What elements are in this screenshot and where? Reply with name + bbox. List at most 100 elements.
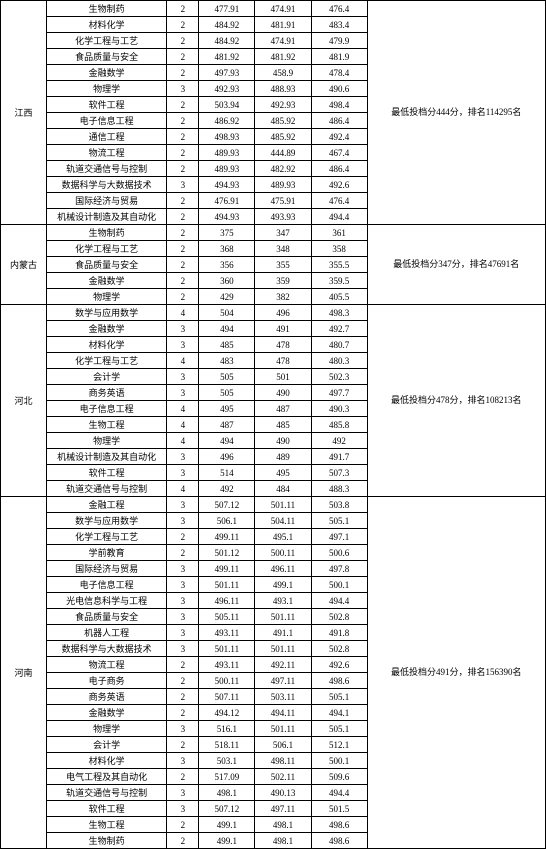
score-cell-1: 498.93 (199, 129, 255, 145)
major-cell: 软件工程 (47, 465, 167, 481)
score-cell-3: 483.4 (311, 17, 367, 33)
score-cell-2: 493.93 (255, 209, 311, 225)
major-cell: 化学工程与工艺 (47, 33, 167, 49)
count-cell: 2 (167, 241, 199, 257)
score-cell-3: 488.3 (311, 481, 367, 497)
score-cell-1: 375 (199, 225, 255, 241)
count-cell: 4 (167, 433, 199, 449)
score-cell-2: 492.93 (255, 97, 311, 113)
score-cell-1: 496 (199, 449, 255, 465)
score-cell-3: 481.9 (311, 49, 367, 65)
score-cell-2: 496.11 (255, 561, 311, 577)
score-cell-2: 498.11 (255, 753, 311, 769)
score-cell-2: 503.11 (255, 689, 311, 705)
major-cell: 电子商务 (47, 673, 167, 689)
score-cell-3: 502.3 (311, 369, 367, 385)
score-cell-2: 492.11 (255, 657, 311, 673)
score-cell-1: 501.11 (199, 577, 255, 593)
count-cell: 3 (167, 449, 199, 465)
score-cell-2: 491.1 (255, 625, 311, 641)
score-cell-3: 497.7 (311, 385, 367, 401)
count-cell: 3 (167, 721, 199, 737)
major-cell: 电子信息工程 (47, 401, 167, 417)
score-cell-1: 507.11 (199, 689, 255, 705)
score-cell-2: 490.13 (255, 785, 311, 801)
major-cell: 物理学 (47, 433, 167, 449)
score-cell-2: 485.92 (255, 129, 311, 145)
major-cell: 物理学 (47, 289, 167, 305)
score-cell-2: 500.11 (255, 545, 311, 561)
score-cell-3: 490.6 (311, 81, 367, 97)
count-cell: 3 (167, 577, 199, 593)
major-cell: 金融工程 (47, 497, 167, 513)
score-cell-1: 505.11 (199, 609, 255, 625)
score-cell-3: 509.6 (311, 769, 367, 785)
score-cell-1: 476.91 (199, 193, 255, 209)
count-cell: 3 (167, 177, 199, 193)
score-cell-1: 429 (199, 289, 255, 305)
score-cell-3: 498.6 (311, 673, 367, 689)
major-cell: 金融数学 (47, 705, 167, 721)
major-cell: 机械设计制造及其自动化 (47, 209, 167, 225)
score-cell-3: 498.4 (311, 97, 367, 113)
score-cell-2: 495.1 (255, 529, 311, 545)
major-cell: 国际经济与贸易 (47, 561, 167, 577)
score-cell-3: 491.8 (311, 625, 367, 641)
note-cell: 最低投档分347分，排名47691名 (367, 225, 545, 305)
score-cell-3: 505.1 (311, 689, 367, 705)
score-cell-3: 498.6 (311, 833, 367, 849)
score-cell-2: 496 (255, 305, 311, 321)
major-cell: 金融数学 (47, 273, 167, 289)
count-cell: 2 (167, 97, 199, 113)
score-cell-3: 486.4 (311, 161, 367, 177)
province-cell: 河南 (1, 497, 47, 849)
score-cell-2: 499.1 (255, 577, 311, 593)
admission-table: 江西生物制药2477.91474.91476.4最低投档分444分，排名1142… (0, 0, 546, 849)
major-cell: 学前教育 (47, 545, 167, 561)
count-cell: 4 (167, 353, 199, 369)
score-cell-2: 478 (255, 337, 311, 353)
score-cell-3: 476.4 (311, 1, 367, 17)
count-cell: 3 (167, 593, 199, 609)
score-cell-2: 482.92 (255, 161, 311, 177)
major-cell: 机械设计制造及其自动化 (47, 449, 167, 465)
score-cell-1: 494.12 (199, 705, 255, 721)
score-cell-3: 502.8 (311, 641, 367, 657)
score-cell-2: 382 (255, 289, 311, 305)
score-cell-3: 503.8 (311, 497, 367, 513)
score-cell-2: 490 (255, 385, 311, 401)
score-cell-3: 512.1 (311, 737, 367, 753)
major-cell: 会计学 (47, 737, 167, 753)
score-cell-2: 497.11 (255, 673, 311, 689)
count-cell: 2 (167, 529, 199, 545)
score-cell-1: 495 (199, 401, 255, 417)
score-cell-1: 486.92 (199, 113, 255, 129)
count-cell: 3 (167, 337, 199, 353)
score-cell-1: 494 (199, 321, 255, 337)
score-cell-3: 405.5 (311, 289, 367, 305)
note-cell: 最低投档分491分，排名156390名 (367, 497, 545, 849)
score-cell-1: 496.11 (199, 593, 255, 609)
major-cell: 轨道交通信号与控制 (47, 785, 167, 801)
score-cell-1: 500.11 (199, 673, 255, 689)
score-cell-3: 490.3 (311, 401, 367, 417)
score-cell-3: 502.8 (311, 609, 367, 625)
score-cell-1: 501.11 (199, 641, 255, 657)
major-cell: 化学工程与工艺 (47, 241, 167, 257)
score-cell-1: 499.1 (199, 817, 255, 833)
score-cell-3: 361 (311, 225, 367, 241)
score-cell-2: 501.11 (255, 641, 311, 657)
count-cell: 2 (167, 689, 199, 705)
count-cell: 2 (167, 65, 199, 81)
count-cell: 2 (167, 673, 199, 689)
major-cell: 金融数学 (47, 321, 167, 337)
score-cell-1: 487 (199, 417, 255, 433)
major-cell: 商务英语 (47, 385, 167, 401)
score-cell-1: 368 (199, 241, 255, 257)
score-cell-2: 506.1 (255, 737, 311, 753)
major-cell: 会计学 (47, 369, 167, 385)
count-cell: 2 (167, 17, 199, 33)
score-cell-2: 498.1 (255, 817, 311, 833)
score-cell-2: 347 (255, 225, 311, 241)
count-cell: 3 (167, 561, 199, 577)
